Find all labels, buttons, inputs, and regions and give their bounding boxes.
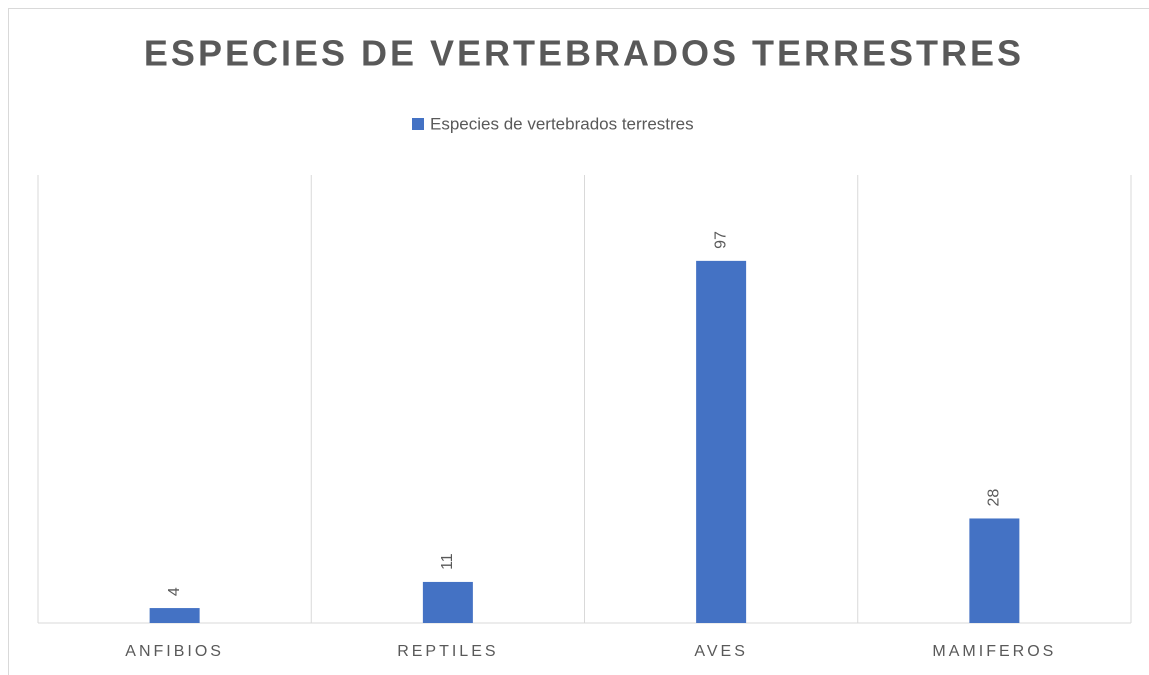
legend-swatch [412, 118, 424, 130]
chart-frame [8, 8, 1149, 675]
data-label: 4 [166, 587, 183, 596]
data-label: 11 [439, 553, 456, 570]
x-tick-label: AVES [694, 643, 748, 660]
bar [422, 581, 473, 623]
x-tick-label: ANFIBIOS [125, 643, 224, 660]
x-tick-label: REPTILES [397, 643, 498, 660]
data-label: 97 [712, 231, 729, 249]
bar [696, 260, 747, 623]
x-tick-label: MAMIFEROS [932, 643, 1056, 660]
data-label: 28 [986, 489, 1003, 507]
bar [149, 608, 200, 623]
legend-label: Especies de vertebrados terrestres [430, 114, 694, 133]
chart-title: ESPECIES DE VERTEBRADOS TERRESTRES [144, 33, 1024, 74]
bar [969, 518, 1020, 623]
